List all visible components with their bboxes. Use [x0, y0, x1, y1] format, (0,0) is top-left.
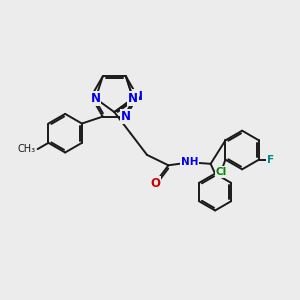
Text: O: O [150, 177, 160, 190]
Text: CH₃: CH₃ [18, 144, 36, 154]
Text: Cl: Cl [215, 167, 226, 177]
Text: F: F [267, 155, 274, 165]
Text: N: N [128, 92, 138, 105]
Text: NH: NH [181, 157, 199, 167]
Text: N: N [121, 110, 131, 123]
Text: N: N [91, 92, 100, 105]
Text: N: N [133, 90, 142, 103]
